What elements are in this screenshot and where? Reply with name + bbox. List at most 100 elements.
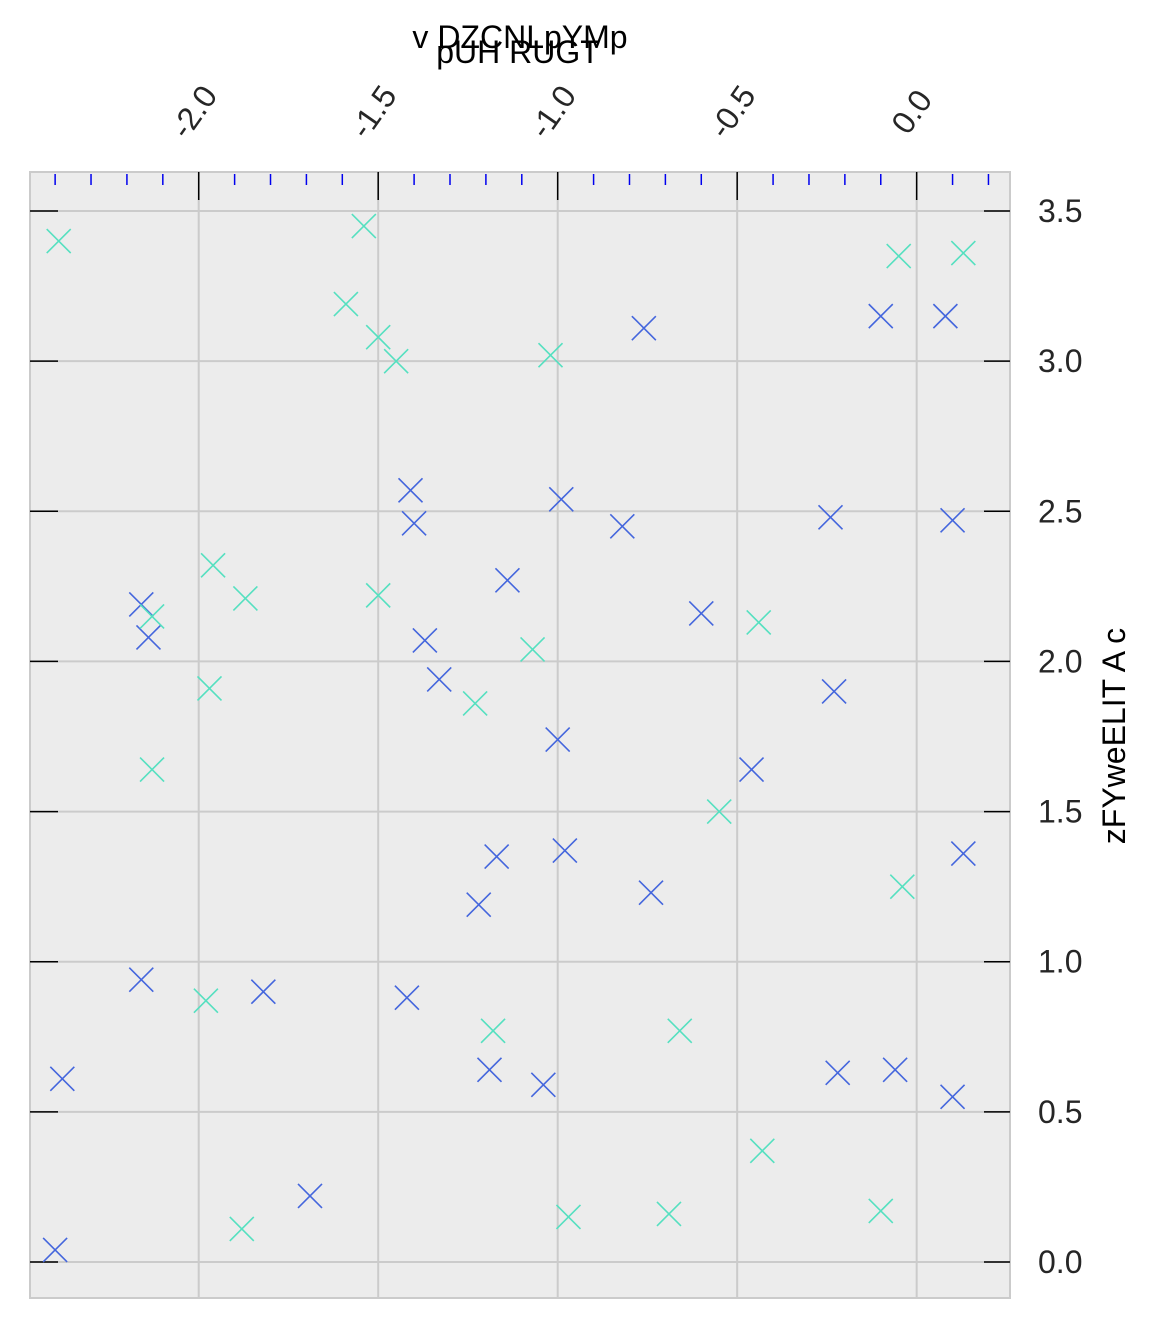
data-point: [706, 799, 732, 825]
data-point: [383, 348, 409, 374]
marker-stroke: [868, 303, 894, 329]
y-tick-label: 1.0: [1038, 944, 1082, 980]
data-point: [530, 1072, 556, 1098]
data-point: [868, 1198, 894, 1224]
data-point: [42, 1237, 68, 1263]
data-point: [128, 591, 154, 617]
marker-stroke: [383, 348, 409, 374]
data-point: [365, 582, 391, 608]
marker-stroke: [939, 1084, 966, 1110]
marker-stroke: [412, 627, 438, 653]
data-point: [939, 507, 966, 533]
marker-stroke: [706, 799, 732, 825]
axis-ticks: [30, 172, 1010, 1263]
data-point: [333, 291, 359, 317]
data-point: [886, 243, 912, 269]
marker-stroke: [480, 1018, 506, 1044]
marker-stroke: [476, 1057, 503, 1083]
marker-stroke: [749, 1138, 775, 1164]
data-point: [200, 552, 226, 578]
y-axis-label: zFYweELIT A c: [1096, 628, 1132, 844]
marker-stroke: [886, 243, 912, 269]
x-axis-label: v DZCNLpYMp: [412, 19, 627, 55]
data-point: [135, 624, 162, 650]
marker-stroke: [193, 988, 219, 1014]
marker-stroke: [656, 1201, 682, 1227]
data-point: [365, 324, 391, 350]
marker-stroke: [232, 585, 258, 611]
marker-stroke: [609, 513, 635, 539]
marker-stroke: [631, 315, 657, 341]
marker-stroke: [939, 507, 966, 533]
data-point: [297, 1183, 323, 1209]
data-point: [950, 240, 976, 266]
y-tick-labels: 0.0 0.5 1.0 1.5 2.0 2.5 3.0 3.5: [1038, 193, 1082, 1280]
data-point: [749, 1138, 775, 1164]
data-point: [466, 892, 492, 918]
data-points: [42, 213, 976, 1263]
marker-stroke: [397, 477, 424, 503]
data-point: [397, 477, 424, 503]
data-point: [868, 303, 894, 329]
marker-stroke: [817, 504, 844, 530]
x-tick-label: -0.5: [702, 79, 763, 145]
data-point: [638, 880, 664, 906]
data-point: [609, 513, 635, 539]
marker-stroke: [889, 874, 915, 900]
marker-stroke: [49, 1066, 75, 1092]
marker-stroke: [46, 228, 72, 254]
data-point: [821, 678, 847, 705]
marker-stroke: [821, 678, 847, 705]
marker-stroke: [950, 240, 976, 266]
marker-stroke: [401, 510, 427, 536]
marker-stroke: [950, 841, 976, 867]
marker-stroke: [537, 342, 564, 368]
y-tick-label: 0.0: [1038, 1244, 1082, 1280]
x-tick-label: -1.0: [522, 79, 583, 145]
marker-stroke: [365, 324, 391, 350]
marker-stroke: [135, 624, 162, 650]
data-point: [631, 315, 657, 341]
data-point: [412, 627, 438, 653]
y-tick-label: 1.5: [1038, 794, 1082, 830]
marker-stroke: [351, 213, 377, 239]
marker-stroke: [250, 979, 276, 1005]
data-point: [548, 486, 574, 512]
data-point: [950, 841, 976, 867]
data-point: [552, 838, 578, 864]
marker-stroke: [426, 666, 452, 693]
data-point: [738, 756, 765, 783]
marker-stroke: [466, 892, 492, 918]
data-point: [229, 1216, 255, 1242]
data-point: [825, 1060, 851, 1086]
marker-stroke: [128, 591, 154, 617]
data-point: [232, 585, 258, 611]
marker-stroke: [229, 1216, 255, 1242]
data-point: [49, 1066, 75, 1092]
x-tick-label: -2.0: [163, 79, 224, 145]
data-point: [555, 1204, 582, 1230]
marker-stroke: [484, 844, 510, 870]
x-tick-label: 0.0: [884, 83, 939, 140]
data-point: [139, 603, 165, 629]
marker-stroke: [825, 1060, 851, 1086]
data-point: [351, 213, 377, 239]
marker-stroke: [200, 552, 226, 578]
marker-stroke: [530, 1072, 556, 1098]
marker-stroke: [42, 1237, 68, 1263]
marker-stroke: [462, 690, 488, 717]
marker-stroke: [545, 726, 571, 753]
plot-border: [29, 171, 1011, 1299]
data-point: [746, 609, 772, 635]
marker-stroke: [519, 636, 546, 662]
marker-stroke: [139, 756, 165, 783]
marker-stroke: [548, 486, 574, 512]
marker-stroke: [868, 1198, 894, 1224]
data-point: [932, 303, 958, 329]
data-point: [46, 228, 72, 254]
data-point: [882, 1057, 908, 1083]
plot-frame: [29, 171, 1011, 1299]
data-point: [476, 1057, 503, 1083]
data-point: [519, 636, 546, 662]
marker-stroke: [297, 1183, 323, 1209]
